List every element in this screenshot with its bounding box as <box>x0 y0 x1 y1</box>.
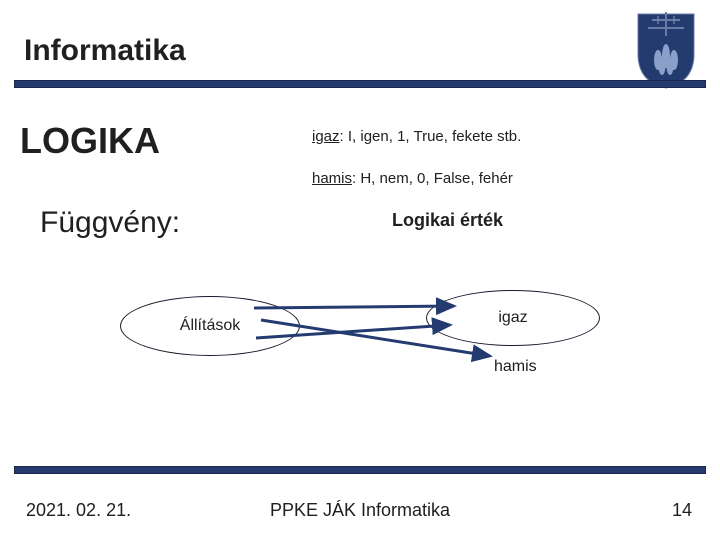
footer-rule <box>14 466 706 474</box>
slide: Informatika LOGIKA igaz: I, igen, 1, Tru… <box>0 0 720 540</box>
ellipse-igaz: igaz <box>426 290 600 346</box>
ellipse-allitasok: Állítások <box>120 296 300 356</box>
ellipse-allitasok-label: Állítások <box>180 317 240 335</box>
footer-center: PPKE JÁK Informatika <box>0 500 720 521</box>
igaz-label: igaz <box>312 128 340 145</box>
fuggveny-heading: Függvény: <box>40 206 180 240</box>
hamis-rest: : H, nem, 0, False, fehér <box>352 170 513 187</box>
title-rule <box>14 80 706 88</box>
hamis-label: hamis <box>312 170 352 187</box>
ellipse-igaz-label: igaz <box>498 309 527 327</box>
logikai-ertek-heading: Logikai érték <box>392 210 503 231</box>
main-heading: LOGIKA <box>20 120 160 162</box>
hamis-definition: hamis: H, nem, 0, False, fehér <box>312 170 513 187</box>
crest-icon <box>634 10 698 90</box>
crest-logo <box>634 10 698 90</box>
footer-page: 14 <box>672 500 692 521</box>
igaz-rest: : I, igen, 1, True, fekete stb. <box>340 128 522 145</box>
hamis-below-label: hamis <box>494 358 537 376</box>
arrow <box>254 306 454 308</box>
igaz-definition: igaz: I, igen, 1, True, fekete stb. <box>312 128 521 145</box>
page-title: Informatika <box>24 34 186 68</box>
